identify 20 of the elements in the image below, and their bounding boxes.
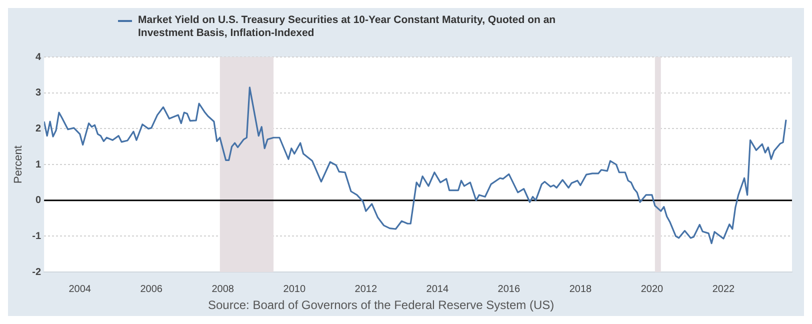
x-tick-label: 2022 [712, 284, 736, 295]
y-tick-label: 3 [36, 88, 42, 99]
y-axis-title: Percent [12, 146, 25, 184]
y-tick-label: -1 [32, 230, 42, 242]
x-tick-label: 2006 [140, 284, 163, 295]
y-tick-label: 1 [36, 159, 42, 170]
x-tick-label: 2012 [354, 284, 378, 295]
y-tick-label: 4 [36, 52, 42, 63]
legend-label: Market Yield on U.S. Treasury Securities at 10-Year Constant Maturity, Quoted on an Investment Basis, Inflation-Indexed [138, 14, 557, 40]
x-tick-label: 2020 [640, 284, 664, 295]
x-tick-label: 2010 [283, 284, 306, 295]
x-tick-label: 2004 [68, 284, 92, 295]
y-tick-label: 0 [36, 195, 42, 206]
x-tick-label: 2018 [569, 284, 592, 295]
y-tick-label: -2 [32, 266, 42, 278]
x-tick-label: 2016 [498, 284, 520, 295]
x-tick-label: 2008 [212, 284, 234, 295]
x-tick-label: 2014 [426, 284, 449, 295]
source-note: Source: Board of Governors of the Federal Reserve System (US) [207, 298, 556, 312]
y-tick-label: 2 [36, 123, 42, 134]
